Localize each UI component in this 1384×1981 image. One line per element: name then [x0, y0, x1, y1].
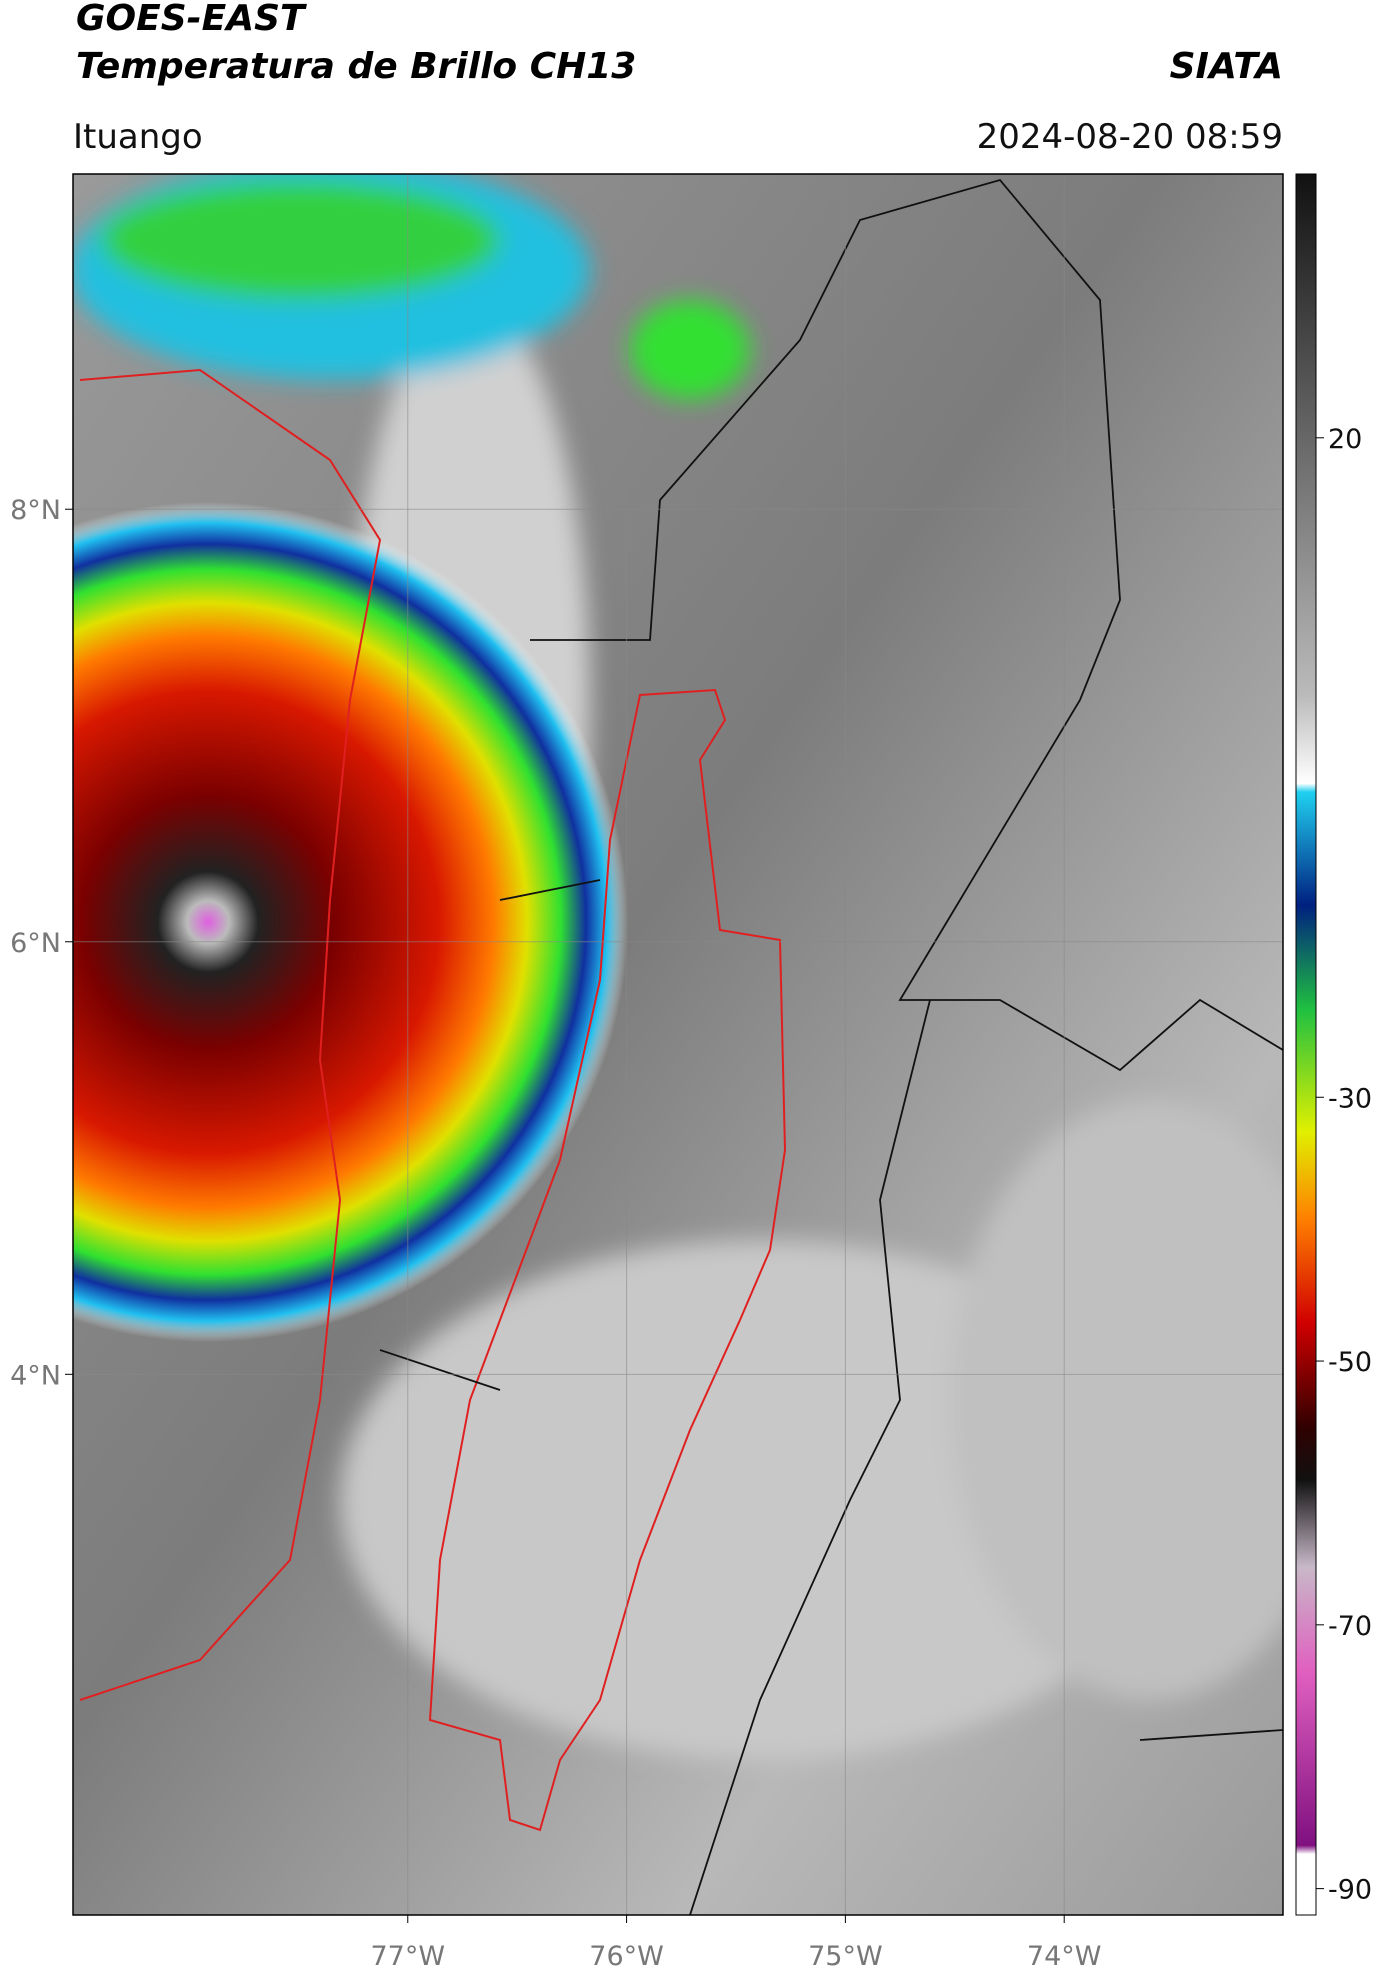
- colorbar-tick-label: -50: [1328, 1347, 1372, 1378]
- lon-tick-label: 76°W: [589, 1941, 664, 1972]
- colorbar-tick-label: -30: [1328, 1083, 1372, 1114]
- title: GOES-EAST: [76, 0, 307, 39]
- map-frame: [72, 173, 1284, 1916]
- lat-tick-label: 6°N: [10, 928, 61, 959]
- datetime: 2024-08-20 08:59: [977, 117, 1283, 157]
- lon-tick-label: 75°W: [808, 1941, 883, 1972]
- lon-tick-label: 77°W: [370, 1941, 445, 1972]
- source: SIATA: [1170, 46, 1283, 87]
- colorbar-tick-label: -90: [1328, 1875, 1372, 1906]
- lat-tick-label: 8°N: [10, 495, 61, 526]
- satellite-image: [73, 174, 1283, 1915]
- subtitle: Temperatura de Brillo CH13: [76, 46, 636, 87]
- lon-tick-label: 74°W: [1027, 1941, 1102, 1972]
- colorbar-tick-label: -70: [1328, 1611, 1372, 1642]
- graticule: [73, 174, 1283, 1915]
- lat-tick-label: 4°N: [10, 1360, 61, 1391]
- colorbar-tick-label: 20: [1328, 424, 1362, 455]
- colorbar: [1295, 173, 1317, 1916]
- location: Ituango: [73, 117, 203, 157]
